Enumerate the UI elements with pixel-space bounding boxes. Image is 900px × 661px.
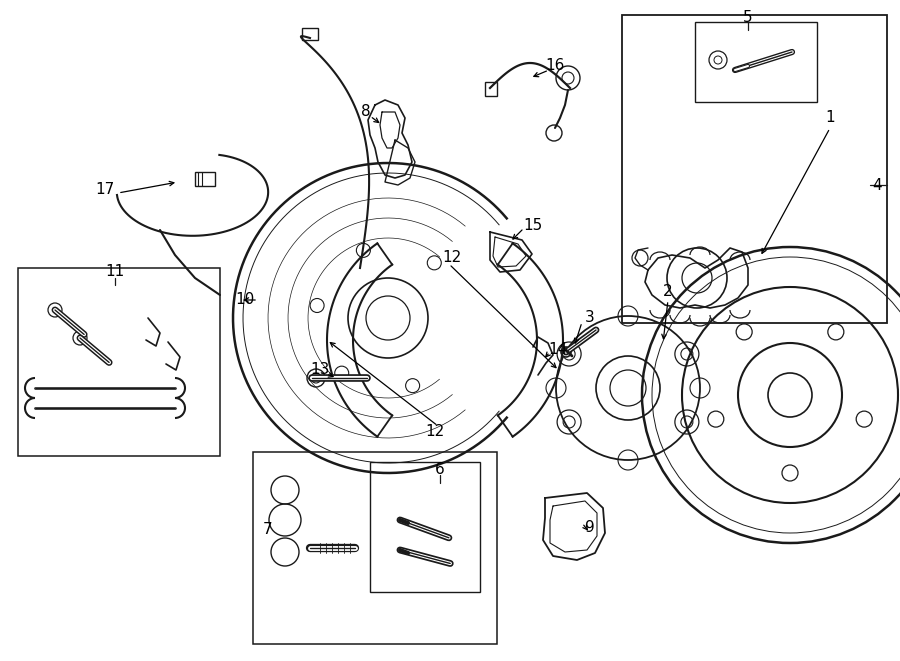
- Text: 17: 17: [95, 182, 114, 198]
- Bar: [695, 22, 817, 102]
- Text: 16: 16: [545, 58, 564, 73]
- Bar: [253, 452, 497, 644]
- Text: 3: 3: [585, 311, 595, 325]
- Text: 6: 6: [435, 463, 445, 477]
- Text: 12: 12: [426, 424, 445, 440]
- Circle shape: [73, 331, 87, 345]
- Text: 11: 11: [105, 264, 124, 280]
- Circle shape: [48, 303, 62, 317]
- Text: 14: 14: [548, 342, 568, 358]
- Text: 9: 9: [585, 520, 595, 535]
- Bar: [195, 172, 215, 186]
- Circle shape: [561, 347, 571, 357]
- Text: 1: 1: [825, 110, 835, 126]
- Text: 15: 15: [524, 217, 543, 233]
- Text: 12: 12: [443, 251, 462, 266]
- Bar: [18, 268, 220, 456]
- Text: 2: 2: [663, 284, 673, 299]
- Bar: [302, 28, 318, 40]
- Text: 4: 4: [872, 178, 882, 192]
- Text: 13: 13: [310, 362, 329, 377]
- Text: 7: 7: [263, 522, 273, 537]
- Bar: [370, 462, 480, 592]
- Text: 5: 5: [743, 11, 752, 26]
- Text: 10: 10: [236, 293, 255, 307]
- Bar: [485, 82, 497, 96]
- Text: 8: 8: [361, 104, 371, 120]
- Bar: [622, 15, 887, 323]
- Circle shape: [307, 369, 325, 387]
